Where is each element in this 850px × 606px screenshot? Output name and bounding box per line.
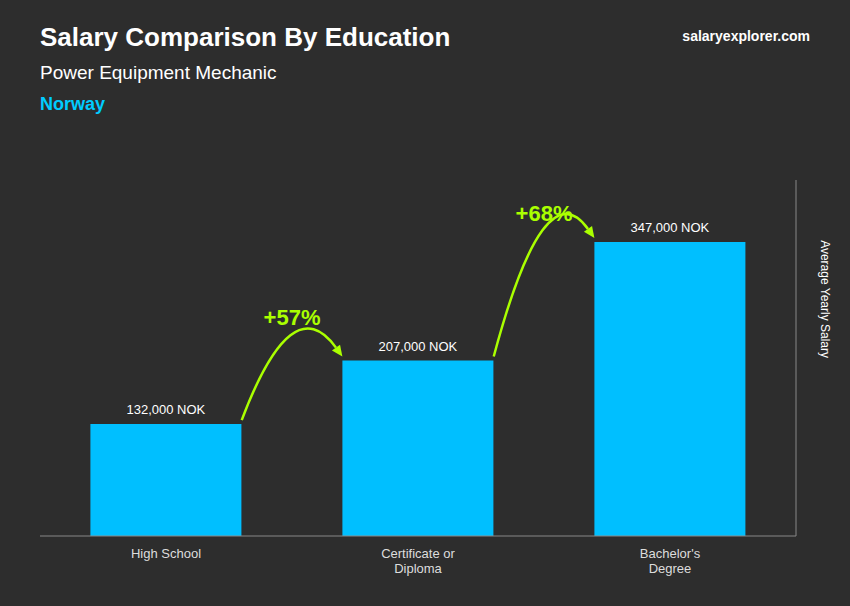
svg-text:Average Yearly Salary: Average Yearly Salary	[818, 240, 832, 358]
svg-text:High School: High School	[131, 546, 201, 561]
svg-text:Certificate orDiploma: Certificate orDiploma	[381, 546, 455, 576]
svg-text:207,000 NOK: 207,000 NOK	[379, 339, 458, 354]
html-text:salaryexplorer.com: salaryexplorer.com	[682, 28, 810, 44]
html-text:Power Equipment Mechanic: Power Equipment Mechanic	[40, 62, 277, 83]
svg-text:Bachelor'sDegree: Bachelor'sDegree	[640, 546, 701, 576]
html-text:Norway: Norway	[40, 94, 105, 114]
svg-text:+57%: +57%	[264, 305, 321, 330]
svg-text:+68%: +68%	[516, 201, 573, 226]
svg-text:132,000 NOK: 132,000 NOK	[127, 402, 206, 417]
svg-text:347,000 NOK: 347,000 NOK	[631, 220, 710, 235]
html-text:Salary Comparison By Education: Salary Comparison By Education	[40, 22, 451, 52]
